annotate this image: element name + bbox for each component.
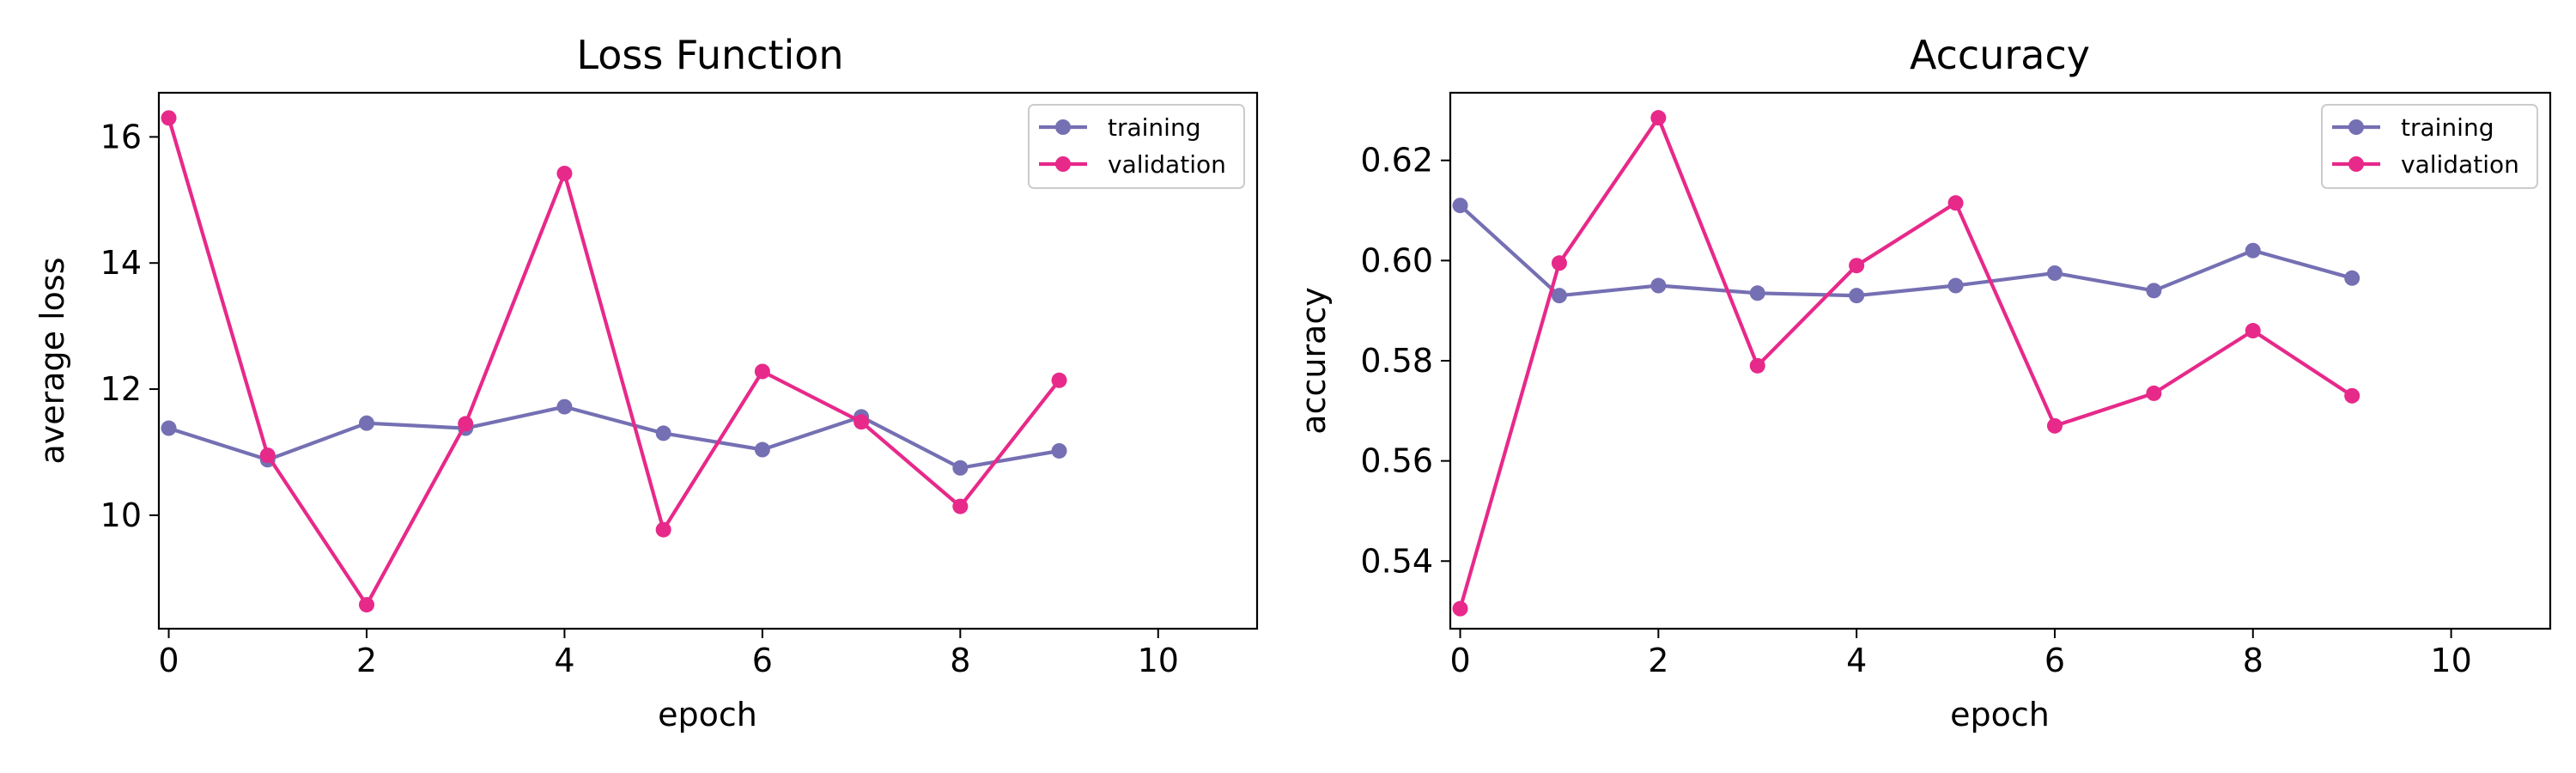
accuracy-x-tick-label: 8 [2243,642,2263,679]
loss-training-point [952,460,969,476]
accuracy-legend-training-marker [2348,119,2364,135]
accuracy-training-point [1749,285,1765,301]
loss-y-tick-label: 12 [100,370,142,408]
loss-legend-validation-label: validation [1108,150,1226,179]
accuracy-training-point [1849,288,1865,304]
loss-legend-training-label: training [1108,113,1200,142]
loss-chart-title: Loss Function [576,32,843,78]
accuracy-legend-validation-marker [2348,156,2364,172]
accuracy-training-point [2245,242,2261,259]
accuracy-validation-point [2046,417,2063,434]
accuracy-validation-point [1551,255,1567,271]
loss-legend-training-marker [1055,119,1071,135]
loss-validation-point [259,447,276,464]
accuracy-validation-point [2146,385,2162,401]
loss-x-axis-label: epoch [658,696,757,733]
accuracy-validation-point [1749,357,1765,374]
loss-legend-validation-marker [1055,156,1071,172]
accuracy-training-point [2146,283,2162,299]
loss-x-tick-label: 8 [950,642,970,679]
loss-chart-panel: Loss Function 0 2 4 6 8 10 10 12 14 16 epoch aver… [33,32,1259,733]
loss-y-tick-label: 16 [100,118,142,155]
accuracy-validation-point [1452,600,1468,617]
accuracy-x-tick-label: 2 [1648,642,1668,679]
loss-training-point [754,441,770,458]
accuracy-training-point [1650,277,1667,294]
loss-x-tick-label: 4 [554,642,574,679]
accuracy-y-axis-label: accuracy [1295,287,1333,434]
accuracy-y-tick-label: 0.54 [1360,542,1433,580]
loss-training-line [167,405,1061,470]
accuracy-training-point [2046,265,2063,281]
accuracy-x-tick-label: 10 [2430,642,2471,679]
accuracy-validation-point [2245,323,2261,339]
accuracy-chart-title: Accuracy [1910,32,2090,78]
accuracy-training-point [1947,277,1964,294]
loss-validation-point [556,165,573,181]
loss-plot-area: 0 2 4 6 8 10 10 12 14 16 [100,110,1179,679]
loss-y-tick-label: 10 [100,496,142,534]
accuracy-validation-point [1947,195,1964,211]
accuracy-legend: training validation [2321,104,2538,189]
loss-x-tick-label: 10 [1138,642,1179,679]
accuracy-validation-line [1458,116,2354,611]
accuracy-legend-training-label: training [2401,113,2494,142]
loss-x-tick-label: 2 [356,642,377,679]
loss-validation-point [161,110,177,126]
loss-training-point [556,399,573,415]
accuracy-training-point [1551,288,1567,304]
accuracy-y-tick-label: 0.56 [1360,442,1433,480]
loss-validation-point [952,498,969,514]
loss-validation-point [358,597,374,613]
loss-training-point [655,425,671,441]
loss-training-point [358,415,374,431]
loss-axes-frame [157,91,1259,630]
loss-y-tick-label: 14 [100,244,142,282]
accuracy-x-tick-label: 0 [1449,642,1470,679]
loss-x-tick-label: 6 [752,642,773,679]
accuracy-plot-area: 0 2 4 6 8 10 0.54 0.56 0.58 0.60 0.62 [1360,110,2472,679]
accuracy-validation-point [1849,258,1865,274]
loss-validation-point [854,414,870,430]
loss-y-axis-label: average loss [33,257,71,464]
accuracy-validation-point [1650,110,1667,126]
accuracy-x-axis-label: epoch [1950,696,2050,733]
accuracy-x-tick-label: 6 [2044,642,2065,679]
accuracy-legend-validation-label: validation [2401,150,2519,179]
accuracy-axes-frame [1449,91,2552,630]
accuracy-chart-panel: Accuracy 0 2 4 6 8 10 0.54 0.56 0.58 0.60 0.62 epo… [1295,32,2552,733]
accuracy-y-tick-label: 0.58 [1360,342,1433,380]
loss-validation-point [1051,372,1067,388]
loss-validation-point [754,363,770,380]
loss-validation-point [458,416,474,432]
accuracy-y-tick-label: 0.62 [1360,142,1433,180]
loss-training-point [161,420,177,436]
loss-validation-line [167,116,1061,607]
loss-legend: training validation [1028,104,1245,189]
accuracy-validation-point [2344,387,2360,404]
loss-validation-point [655,521,671,538]
accuracy-training-line [1458,204,2354,298]
accuracy-training-point [2344,270,2360,286]
accuracy-x-tick-label: 4 [1846,642,1867,679]
accuracy-training-point [1452,198,1468,214]
accuracy-y-tick-label: 0.60 [1360,241,1433,279]
loss-x-tick-label: 0 [158,642,179,679]
loss-training-point [1051,442,1067,459]
